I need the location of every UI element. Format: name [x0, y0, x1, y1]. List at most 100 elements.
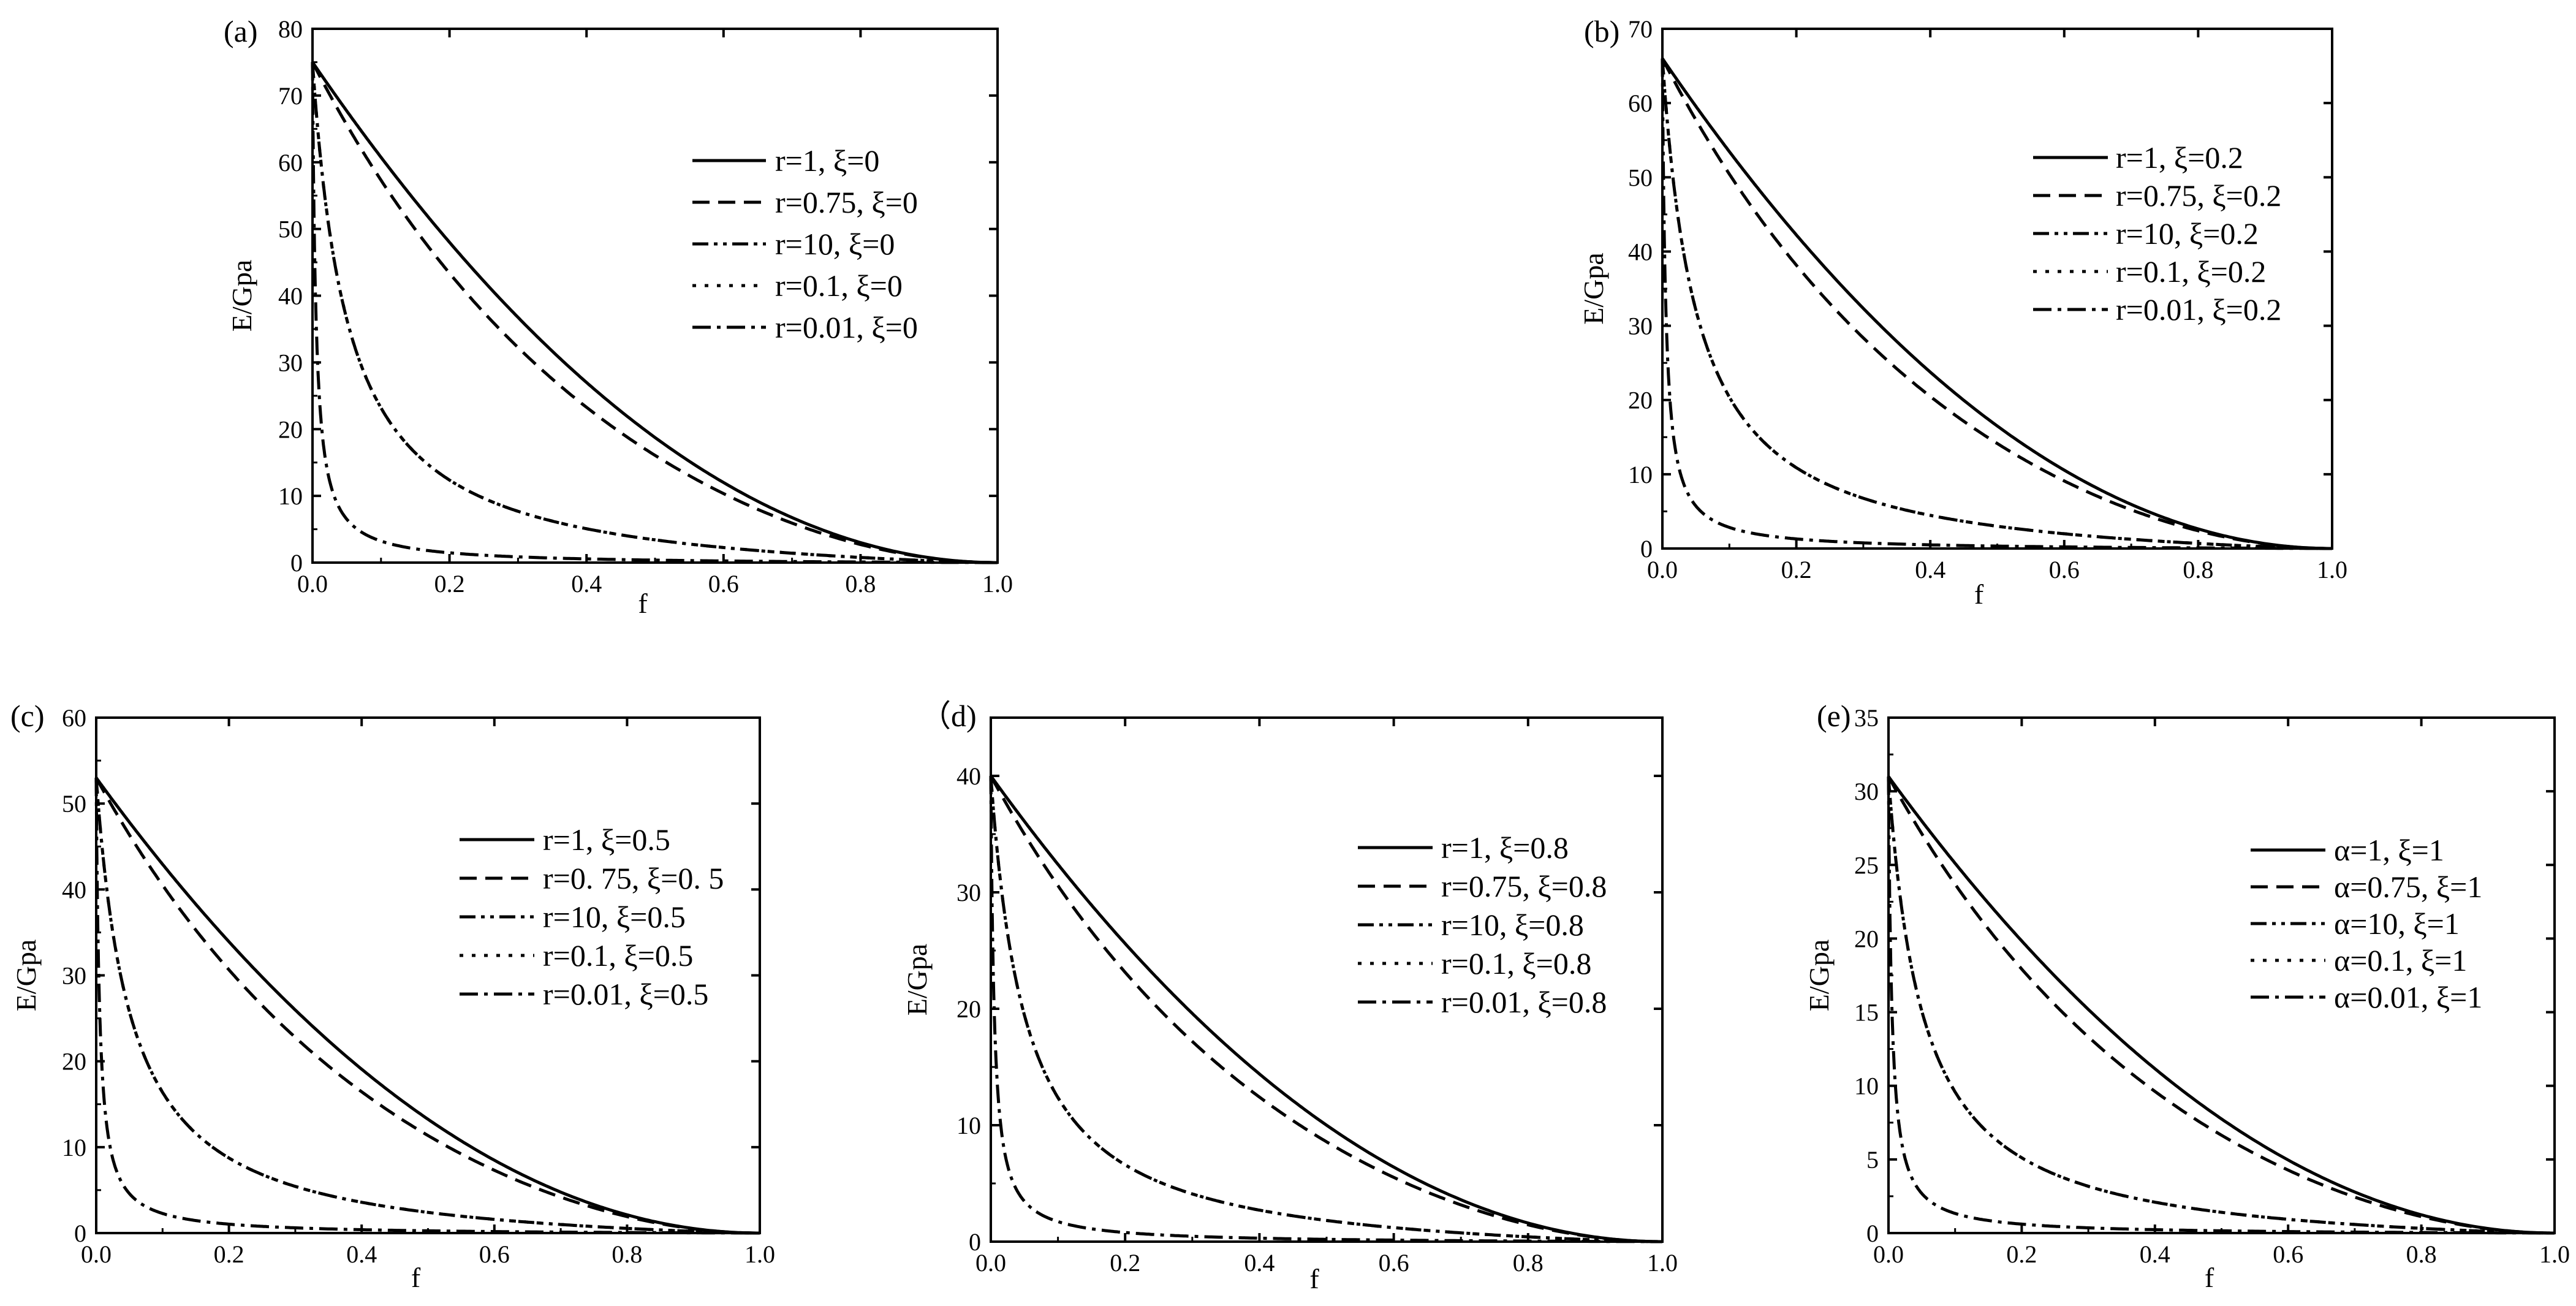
series-line-2 — [1661, 57, 2332, 550]
legend-label: r=1, ξ=0.2 — [2116, 140, 2243, 175]
y-tick-label: 50 — [62, 790, 86, 818]
x-tick-label: 1.0 — [744, 1240, 775, 1268]
panel-label: （d) — [920, 699, 977, 733]
y-tick-label: 30 — [1854, 778, 1879, 805]
y-tick-label: 40 — [62, 876, 86, 903]
x-tick-label: 0.6 — [2049, 556, 2080, 583]
series-line-1 — [1887, 775, 2555, 1235]
x-tick-label: 0.6 — [1379, 1249, 1409, 1277]
x-axis-label: f — [638, 588, 648, 619]
y-tick-label: 35 — [1854, 704, 1879, 732]
x-tick-label: 0.4 — [346, 1240, 377, 1268]
legend: r=1, ξ=0.8 r=0.75, ξ=0.8 r=10, ξ=0.8 r=0.1,… — [1358, 830, 1607, 1019]
panel-label: (e) — [1817, 699, 1851, 733]
y-tick-label: 5 — [1866, 1146, 1879, 1174]
y-tick-label: 50 — [1628, 164, 1653, 191]
x-tick-label: 0.4 — [571, 570, 602, 598]
legend-label: r=0.01, ξ=0.5 — [543, 977, 708, 1011]
legend-label: r=1, ξ=0.5 — [543, 822, 670, 857]
y-tick-label: 0 — [1866, 1220, 1879, 1247]
series-line-3 — [1887, 775, 2555, 1235]
x-tick-label: 0.8 — [1513, 1249, 1544, 1277]
panel-label: (c) — [10, 699, 45, 733]
y-tick-label: 20 — [62, 1048, 86, 1076]
y-tick-label: 10 — [1854, 1073, 1879, 1100]
y-tick-label: 40 — [278, 283, 303, 310]
series-line-1 — [1661, 57, 2332, 550]
series-line-5 — [94, 776, 760, 1235]
y-tick-label: 80 — [278, 15, 303, 43]
x-tick-label: 0.6 — [2273, 1240, 2303, 1268]
x-tick-label: 0.8 — [612, 1240, 642, 1268]
x-tick-label: 0.2 — [1110, 1249, 1140, 1277]
x-tick-label: 0.6 — [708, 570, 739, 598]
x-tick-label: 0.2 — [1781, 556, 1812, 583]
x-axis-label: f — [2205, 1262, 2214, 1293]
y-tick-label: 25 — [1854, 851, 1879, 879]
x-tick-label: 0.6 — [479, 1240, 510, 1268]
legend-label: r=0.1, ξ=0 — [775, 268, 903, 303]
series-line-1 — [311, 61, 998, 564]
y-tick-label: 10 — [278, 482, 303, 510]
legend: α=1, ξ=1α=0.75, ξ=1α=10, ξ=1α=0.1, ξ=1α=… — [2251, 833, 2482, 1014]
y-tick-label: 30 — [957, 879, 981, 906]
y-tick-label: 10 — [957, 1112, 981, 1139]
legend: r=1, ξ=0.5 r=0. 75, ξ=0. 5 r=10, ξ=0.5 r=0.… — [460, 822, 724, 1011]
series-line-5 — [989, 774, 1662, 1243]
y-axis-label: E/Gpa — [901, 944, 933, 1016]
x-axis-label: f — [1309, 1263, 1319, 1294]
legend-label: r=1, ξ=0.8 — [1441, 830, 1569, 865]
legend-label: r=0.01, ξ=0 — [775, 310, 918, 344]
legend-label: r=0.1, ξ=0.2 — [2116, 254, 2266, 289]
y-axis-label: E/Gpa — [1578, 252, 1609, 325]
y-tick-label: 30 — [62, 962, 86, 990]
y-tick-label: 10 — [62, 1134, 86, 1161]
legend-label: α=10, ξ=1 — [2334, 906, 2460, 941]
chart-panel-4: 0.0 0.2 0.4 0.6 0.8 1.0 0 10 20 30 40 f E/Gpa （d) r=1,… — [901, 699, 1678, 1294]
chart-panel-5: 0.0 0.2 0.4 0.6 0.8 1.0 0 5 10 15 20 25 30 35 f E/Gpa (e… — [1803, 699, 2570, 1293]
legend-label: α=0.01, ξ=1 — [2334, 980, 2482, 1014]
x-tick-label: 0.0 — [1647, 556, 1678, 583]
legend-label: α=0.75, ξ=1 — [2334, 870, 2482, 904]
y-tick-label: 60 — [1628, 89, 1653, 117]
y-tick-label: 15 — [1854, 999, 1879, 1027]
series-line-5 — [1661, 57, 2332, 550]
x-axis-label: f — [1974, 579, 1984, 610]
chart-panel-2: 0.0 0.2 0.4 0.6 0.8 1.0 0 10 20 30 40 50 60 70 f E/Gpa (… — [1578, 14, 2347, 610]
x-tick-label: 0.2 — [2006, 1240, 2037, 1268]
legend: r=1, ξ=0 r=0.75, ξ=0 r=10, ξ=0 r=0.1, ξ=0 r=… — [692, 143, 918, 344]
legend-label: r=10, ξ=0.8 — [1441, 908, 1584, 942]
legend-label: r=0. 75, ξ=0. 5 — [543, 861, 724, 895]
legend-label: r=0.1, ξ=0.5 — [543, 938, 693, 973]
y-axis-label: E/Gpa — [10, 940, 42, 1012]
legend-label: r=0.01, ξ=0.8 — [1441, 985, 1607, 1019]
y-tick-label: 50 — [278, 216, 303, 243]
legend-label: r=0.1, ξ=0.8 — [1441, 946, 1591, 981]
y-tick-label: 0 — [969, 1228, 981, 1256]
legend-label: r=0.75, ξ=0.8 — [1441, 869, 1607, 903]
series-line-2 — [94, 776, 760, 1235]
y-tick-label: 0 — [74, 1220, 86, 1247]
x-tick-label: 0.2 — [434, 570, 465, 598]
y-tick-label: 70 — [1628, 15, 1653, 43]
y-tick-label: 30 — [278, 349, 303, 376]
series-line-2 — [311, 61, 998, 564]
legend-label: α=1, ξ=1 — [2334, 833, 2444, 867]
series-line-5 — [311, 61, 998, 564]
panel-label: (a) — [224, 14, 258, 48]
series-line-4 — [311, 61, 998, 564]
x-tick-label: 1.0 — [2317, 556, 2347, 583]
y-axis-label: E/Gpa — [1803, 940, 1835, 1012]
series-line-1 — [989, 774, 1662, 1243]
legend-label: α=0.1, ξ=1 — [2334, 943, 2467, 978]
y-tick-label: 30 — [1628, 313, 1653, 340]
y-tick-label: 60 — [278, 149, 303, 177]
legend-label: r=10, ξ=0.2 — [2116, 216, 2259, 251]
x-tick-label: 0.0 — [297, 570, 328, 598]
y-tick-label: 20 — [1854, 925, 1879, 952]
series-line-2 — [989, 774, 1662, 1243]
chart-panel-3: 0.0 0.2 0.4 0.6 0.8 1.0 0 10 20 30 40 50 60 f E/Gpa (c)… — [10, 699, 775, 1293]
x-tick-label: 0.4 — [1244, 1249, 1275, 1277]
x-tick-label: 1.0 — [1647, 1249, 1678, 1277]
